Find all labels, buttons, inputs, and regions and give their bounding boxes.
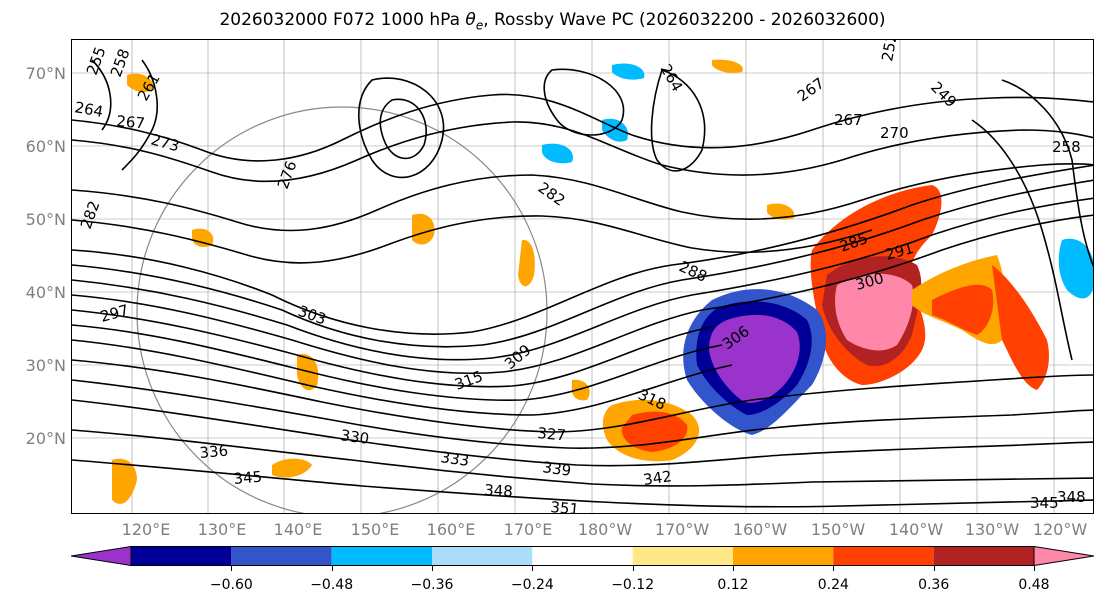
lat-label-50n: 50°N	[25, 210, 66, 229]
contour-label: 264	[73, 98, 104, 121]
lon-label-150w: 150°W	[810, 520, 866, 539]
colorbar-tick-label: −0.24	[510, 577, 554, 593]
contour-label: 267	[116, 112, 146, 132]
colorbar-tickmark	[1034, 566, 1035, 571]
colorbar-tick-label: −0.48	[310, 577, 354, 593]
colorbar-segment	[733, 546, 834, 566]
contour-label: 327	[537, 424, 567, 444]
contour-label: 315	[452, 367, 485, 394]
contour-label: 255	[83, 44, 110, 77]
lat-label-30n: 30°N	[25, 356, 66, 375]
colorbar-tickmark	[432, 566, 433, 571]
colorbar-extend-low	[71, 546, 132, 566]
title-suffix: , Rossby Wave PC (2026032200 - 202603260…	[483, 10, 886, 30]
colorbar-segments	[71, 546, 1094, 566]
graticule	[72, 40, 1093, 513]
colorbar-segment	[632, 546, 733, 566]
contour-label: 339	[541, 458, 572, 480]
theta-e-contours	[72, 59, 1093, 508]
lon-label-130e: 130°E	[197, 520, 247, 539]
lon-label-170w: 170°W	[654, 520, 710, 539]
title-prefix: 2026032000 F072 1000 hPa	[219, 10, 466, 30]
contour-label: 303	[296, 302, 329, 329]
colorbar-tickmark	[331, 566, 333, 571]
map-panel: 255 258 261 264 267 273 264 267 270 267 …	[71, 39, 1094, 514]
colorbar-tick-label: 0.24	[817, 577, 849, 593]
contour-label: 258	[1052, 138, 1081, 156]
contour-label: 264	[657, 61, 687, 95]
colorbar-tickmark	[933, 566, 935, 571]
colorbar-segment	[331, 546, 432, 566]
contour-label: 276	[274, 158, 301, 191]
map-title: 2026032000 F072 1000 hPa θe, Rossby Wave…	[0, 9, 1105, 36]
lon-label-170e: 170°E	[503, 520, 553, 539]
lat-label-40n: 40°N	[25, 283, 66, 302]
lon-label-140e: 140°E	[273, 520, 323, 539]
title-theta: θ	[465, 10, 476, 30]
colorbar-tickmark	[632, 566, 634, 571]
anomaly-shading	[112, 59, 1093, 504]
contour-label: 252	[878, 40, 901, 63]
contour-label: 345	[1030, 494, 1059, 512]
colorbar-tick-label: 0.48	[1018, 577, 1050, 593]
contour-label: 345	[233, 468, 263, 488]
lat-label-20n: 20°N	[25, 429, 66, 448]
title-theta-subscript: e	[475, 18, 484, 33]
contour-label: 342	[642, 467, 673, 489]
colorbar-extend-high	[1033, 546, 1094, 566]
colorbar-segment	[432, 546, 533, 566]
colorbar-segment	[833, 546, 934, 566]
lon-label-120e: 120°E	[121, 520, 171, 539]
contour-label: 348	[484, 481, 514, 500]
lon-label-150e: 150°E	[350, 520, 400, 539]
colorbar-tick-label: −0.60	[209, 577, 253, 593]
lon-label-160w: 160°W	[732, 520, 788, 539]
contour-label: 249	[927, 78, 960, 111]
region-circle	[136, 106, 548, 513]
contour-label: 288	[676, 257, 710, 285]
contour-label: 348	[1057, 488, 1086, 506]
contour-label: 282	[535, 179, 569, 210]
lon-label-160e: 160°E	[426, 520, 476, 539]
colorbar-tickmark	[833, 566, 835, 571]
map-plot: 255 258 261 264 267 273 264 267 270 267 …	[72, 40, 1093, 514]
colorbar-tick-label: 0.12	[717, 577, 749, 593]
contour-label: 273	[149, 130, 181, 155]
contour-label: 330	[339, 426, 370, 448]
contour-label: 336	[199, 442, 229, 462]
contour-label: 333	[439, 448, 470, 470]
contour-label: 267	[834, 111, 863, 129]
lon-label-140w: 140°W	[888, 520, 944, 539]
colorbar-tick-label: −0.36	[410, 577, 454, 593]
colorbar-tick-label: 0.36	[918, 577, 950, 593]
lon-label-130w: 130°W	[964, 520, 1020, 539]
lon-label-180w: 180°W	[577, 520, 633, 539]
contour-label: 282	[77, 198, 104, 231]
contour-label: 267	[794, 74, 828, 105]
lat-label-60n: 60°N	[25, 137, 66, 156]
contour-label: 351	[550, 498, 580, 514]
colorbar-segment	[933, 546, 1034, 566]
contour-label: 270	[880, 124, 909, 142]
colorbar-segment	[231, 546, 332, 566]
colorbar-tickmark	[532, 566, 534, 571]
colorbar-segment	[131, 546, 232, 566]
lat-label-70n: 70°N	[25, 64, 66, 83]
colorbar-tickmark	[733, 566, 734, 571]
lon-label-120w: 120°W	[1032, 520, 1088, 539]
colorbar-tickmark	[231, 566, 233, 571]
colorbar-tick-label: −0.12	[611, 577, 655, 593]
colorbar	[71, 546, 1094, 566]
contour-label: 297	[98, 301, 130, 326]
colorbar-segment	[532, 546, 633, 566]
